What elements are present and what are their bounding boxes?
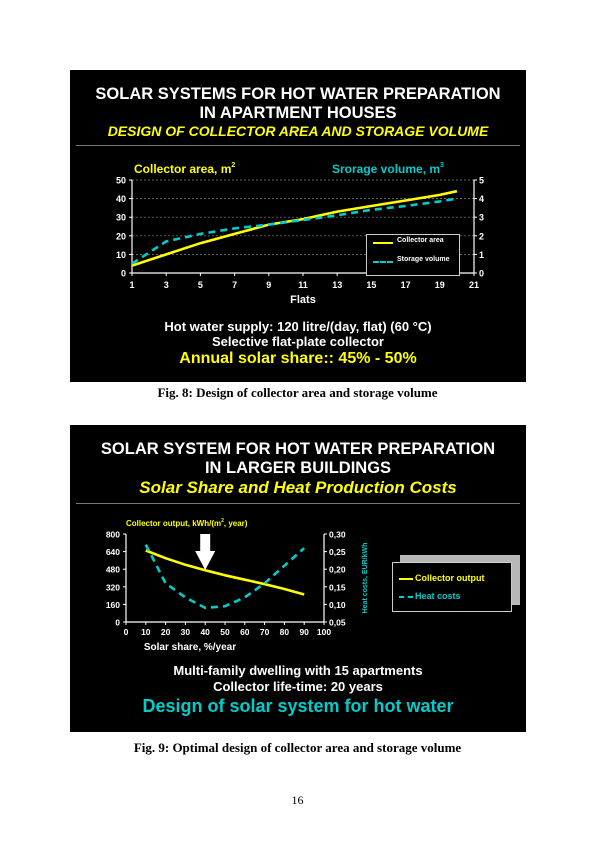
figure-1-legend: Collector area Storage volume <box>366 234 460 276</box>
y-tick-label-5: 50 <box>116 176 126 186</box>
down-arrow-icon <box>195 534 216 570</box>
legend-2-label-heat-costs: Heat costs <box>415 591 461 601</box>
y2-tick-label-3: 3 <box>479 213 484 223</box>
figure-2-left-axis-label-text: Collector output, kWh/(m <box>126 519 222 528</box>
figure-1-right-axis-label-text: Srorage volume, m <box>332 162 441 176</box>
x-tick-label-1: 10 <box>141 627 151 637</box>
y2-tick-label-2: 0,15 <box>329 582 346 592</box>
x-tick-label-0: 1 <box>129 280 134 290</box>
y2-tick-label-2: 2 <box>479 231 484 241</box>
x-tick-label-3: 30 <box>181 627 191 637</box>
figure-2-right-axis-label: Heat costs, EUR/kWh <box>362 543 369 614</box>
y-tick-label-1: 160 <box>106 600 120 610</box>
figure-2-slide: SOLAR SYSTEM FOR HOT WATER PREPARATION I… <box>70 425 526 732</box>
series-line-collector-area <box>131 189 458 267</box>
figure-1-title-line-2: IN APARTMENT HOUSES <box>199 104 397 122</box>
x-tick-label-4: 40 <box>200 627 210 637</box>
figure-2-chart: 01603204806408000,050,100,150,200,250,30… <box>106 530 369 654</box>
x-tick-label-8: 17 <box>401 280 411 290</box>
legend-1-swatch-storage-volume <box>373 261 393 263</box>
figure-2-divider <box>76 503 520 504</box>
legend-2-swatch-collector-output <box>399 578 413 580</box>
x-tick-label-7: 15 <box>366 280 376 290</box>
y2-tick-label-5: 0,30 <box>329 530 346 540</box>
y2-tick-label-4: 0,25 <box>329 547 346 557</box>
figure-2-info-line-1: Multi-family dwelling with 15 apartments <box>173 663 423 678</box>
x-tick-label-10: 21 <box>469 280 479 290</box>
y2-tick-label-1: 0,10 <box>329 600 346 610</box>
x-tick-label-6: 13 <box>332 280 342 290</box>
figure-1-caption: Fig. 8: Design of collector area and sto… <box>157 385 438 400</box>
x-tick-label-3: 7 <box>232 280 237 290</box>
figure-1-left-axis-label: Collector area, m2 <box>134 162 235 176</box>
figure-2-left-axis-label: Collector output, kWh/(m2, year) <box>126 518 247 528</box>
y2-tick-label-4: 4 <box>479 194 484 204</box>
legend-1-label-collector-area: Collector area <box>397 237 444 244</box>
figure-2-legend: Collector output Heat costs <box>392 562 512 612</box>
y2-tick-label-3: 0,20 <box>329 565 346 575</box>
series-line-heat-costs <box>144 544 306 610</box>
x-axis-title: Solar share, %/year <box>144 642 236 653</box>
x-tick-label-9: 90 <box>299 627 309 637</box>
y-tick-label-0: 0 <box>121 269 126 279</box>
figure-2-title-line-2: IN LARGER BUILDINGS <box>204 459 392 477</box>
y-tick-label-4: 640 <box>106 547 120 557</box>
x-tick-label-10: 100 <box>317 627 331 637</box>
figure-1-subtitle: DESIGN OF COLLECTOR AREA AND STORAGE VOL… <box>107 123 489 139</box>
x-tick-label-2: 5 <box>198 280 203 290</box>
y-tick-label-2: 20 <box>116 231 126 241</box>
page-number: 16 <box>291 793 304 807</box>
x-tick-label-5: 11 <box>298 280 308 290</box>
legend-1-swatch-collector-area <box>373 242 393 244</box>
legend-2-swatch-heat-costs <box>399 596 413 598</box>
x-tick-label-5: 50 <box>220 627 230 637</box>
figure-2-left-axis-sup: 2 <box>221 518 224 524</box>
x-tick-label-1: 3 <box>164 280 169 290</box>
y2-tick-label-1: 1 <box>479 250 484 260</box>
figure-2-info-line-3: Design of solar system for hot water <box>142 696 454 716</box>
figure-2-caption: Fig. 9: Optimal design of collector area… <box>133 740 462 755</box>
x-axis-title: Flats <box>290 294 316 306</box>
figure-2-info-line-2: Collector life-time: 20 years <box>213 679 383 694</box>
series-line-collector-output <box>145 549 305 596</box>
figure-1-divider <box>76 145 520 146</box>
y-tick-label-1: 10 <box>116 250 126 260</box>
y-tick-label-3: 30 <box>116 213 126 223</box>
figure-1-info-line-1: Hot water supply: 120 litre/(day, flat) … <box>164 319 432 334</box>
figure-2-subtitle: Solar Share and Heat Production Costs <box>139 478 457 497</box>
figure-1-title-line-1: SOLAR SYSTEMS FOR HOT WATER PREPARATION <box>95 85 501 103</box>
figure-1-left-axis-sup: 2 <box>231 162 236 169</box>
figure-1-right-axis-sup: 3 <box>440 162 444 169</box>
x-tick-label-0: 0 <box>124 627 129 637</box>
figure-1-slide: SOLAR SYSTEMS FOR HOT WATER PREPARATION … <box>70 70 526 382</box>
x-tick-label-7: 70 <box>260 627 270 637</box>
figure-2-left-axis-label-end: , year) <box>223 519 248 528</box>
figure-2-title-line-1: SOLAR SYSTEM FOR HOT WATER PREPARATION <box>100 440 496 458</box>
legend-1-label-storage-volume: Storage volume <box>397 256 450 263</box>
y-tick-label-5: 800 <box>106 530 120 540</box>
legend-2-label-collector-output: Collector output <box>415 573 485 583</box>
figure-1-info-line-3: Annual solar share:: 45% - 50% <box>179 350 417 367</box>
x-tick-label-2: 20 <box>161 627 171 637</box>
y-tick-label-4: 40 <box>116 194 126 204</box>
series-line-storage-volume <box>131 197 458 265</box>
x-tick-label-8: 80 <box>280 627 290 637</box>
figure-1-left-axis-label-text: Collector area, m <box>134 162 232 176</box>
y2-tick-label-0: 0,05 <box>329 618 346 628</box>
y2-tick-label-5: 5 <box>479 176 484 186</box>
x-tick-label-9: 19 <box>435 280 445 290</box>
y-tick-label-3: 480 <box>106 565 120 575</box>
figure-1-info-line-2: Selective flat-plate collector <box>212 334 384 349</box>
y2-tick-label-0: 0 <box>479 269 484 279</box>
y-tick-label-0: 0 <box>115 618 120 628</box>
x-tick-label-6: 60 <box>240 627 250 637</box>
x-tick-label-4: 9 <box>266 280 271 290</box>
figure-1-right-axis-label: Srorage volume, m3 <box>332 162 444 176</box>
y-tick-label-2: 320 <box>106 582 120 592</box>
